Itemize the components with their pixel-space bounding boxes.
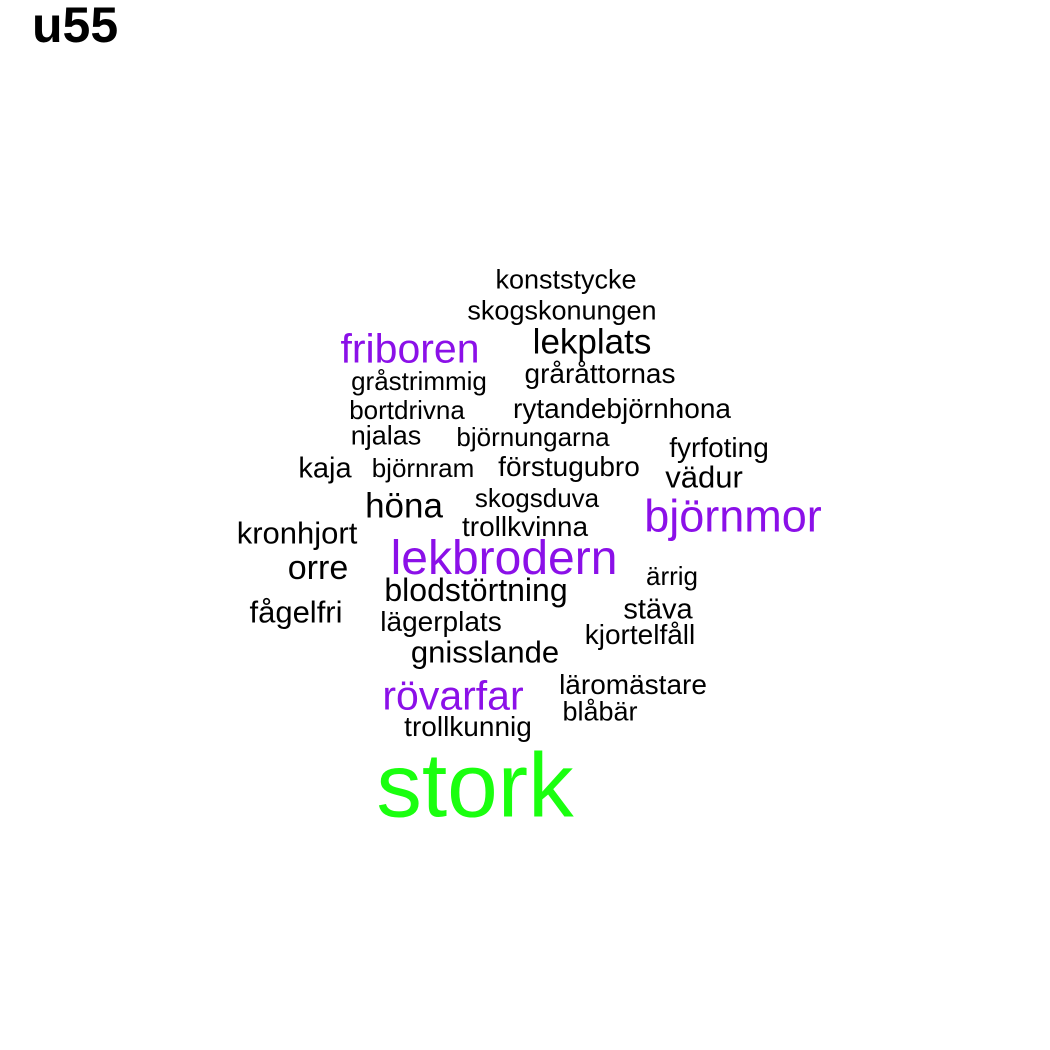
cloud-word: stork	[376, 735, 574, 837]
cloud-word: förstugubro	[498, 451, 640, 482]
cloud-word: lägerplats	[380, 606, 502, 637]
cloud-word: kronhjort	[236, 515, 358, 551]
cloud-word: trollkvinna	[461, 511, 589, 542]
cloud-word: gnisslande	[410, 634, 560, 670]
cloud-word: trollkunnig	[404, 711, 532, 742]
cloud-word: gråstrimmig	[351, 366, 487, 396]
cloud-word: lekbrodern	[390, 532, 618, 585]
page-title: u55	[32, 0, 119, 53]
cloud-word: björnram	[371, 453, 475, 483]
cloud-word: orre	[287, 549, 349, 587]
cloud-word: fyrfoting	[669, 432, 769, 463]
cloud-word: stäva	[623, 593, 693, 626]
cloud-word: skogsduva	[474, 483, 600, 513]
cloud-word: lekplats	[532, 322, 652, 362]
cloud-word: rövarfar	[382, 672, 524, 719]
cloud-word: fågelfri	[249, 594, 343, 630]
cloud-word: friboren	[340, 325, 480, 372]
cloud-word: höna	[365, 486, 443, 526]
cloud-word: vädur	[665, 459, 743, 495]
cloud-word: kjortelfåll	[584, 619, 696, 650]
cloud-word: skogskonungen	[467, 295, 657, 326]
cloud-word: gråråttornas	[524, 358, 676, 389]
cloud-word: njalas	[350, 420, 422, 451]
cloud-word: ärrig	[645, 561, 699, 591]
cloud-word: bortdrivna	[349, 395, 465, 425]
cloud-word: björnmor	[644, 490, 822, 542]
cloud-word: rytandebjörnhona	[513, 393, 731, 424]
cloud-word: blåbär	[562, 696, 638, 727]
cloud-word: blodstörtning	[384, 572, 568, 608]
cloud-word: läromästare	[559, 669, 707, 700]
cloud-word: konststycke	[495, 264, 637, 295]
cloud-word: kaja	[298, 452, 352, 485]
cloud-word: björnungarna	[456, 422, 610, 452]
